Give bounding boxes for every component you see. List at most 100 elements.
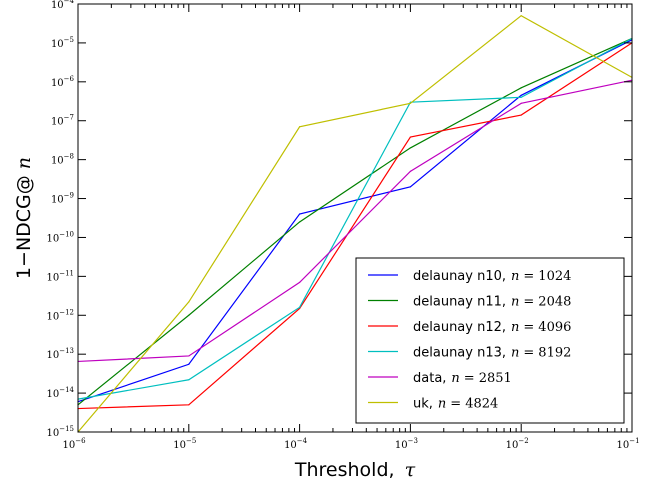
- legend-entry-n-symbol: n: [511, 346, 519, 361]
- legend-entry: delaunay n11, n = 2048: [413, 295, 571, 310]
- series-5-point: [520, 102, 522, 104]
- series-2-point: [188, 314, 190, 316]
- series-2-point: [409, 147, 411, 149]
- legend-entry-name: delaunay n13,: [413, 346, 506, 361]
- legend-entry-equals: =: [523, 320, 534, 335]
- y-tick-label-exp: −9: [64, 192, 74, 200]
- y-tick-label-exp: −15: [59, 425, 74, 433]
- x-tick-label-exp: −2: [518, 437, 528, 445]
- legend-entry-n-value: 1024: [538, 269, 571, 284]
- y-tick-label-exp: −10: [59, 230, 74, 238]
- y-axis-label: 1−NDCG@ n: [13, 157, 35, 279]
- legend-entry-name: delaunay n11,: [413, 295, 506, 310]
- legend-entry: delaunay n13, n = 8192: [413, 346, 571, 361]
- series-4-point: [299, 306, 301, 308]
- y-tick-label: 10−8: [51, 153, 74, 167]
- x-tick-label-base: 10: [395, 440, 408, 451]
- axes-frame: [77, 3, 633, 433]
- series-3-point: [188, 404, 190, 406]
- legend-entry-equals: =: [523, 295, 534, 310]
- legend-entry: delaunay n10, n = 1024: [413, 269, 571, 284]
- y-tick-label-base: 10: [46, 233, 59, 244]
- series-1-point: [299, 213, 301, 215]
- legend-entry: data, n = 2851: [413, 371, 512, 386]
- series-6-point: [299, 126, 301, 128]
- legend-entry-name: delaunay n10,: [413, 269, 506, 284]
- series-6-point: [520, 15, 522, 17]
- x-tick-label: 10−5: [173, 437, 196, 451]
- y-tick-label: 10−11: [46, 269, 74, 283]
- x-tick-label-base: 10: [506, 440, 519, 451]
- legend-entry-n-symbol: n: [511, 320, 519, 335]
- legend-entry-equals: =: [523, 269, 534, 284]
- x-tick-label-exp: −1: [629, 437, 639, 445]
- y-tick-label-base: 10: [46, 428, 59, 439]
- series-layer: [77, 14, 633, 433]
- x-tick-label-exp: −4: [297, 437, 308, 445]
- y-tick-label: 10−4: [51, 0, 75, 11]
- y-tick-label-base: 10: [51, 78, 64, 89]
- x-tick-label: 10−1: [616, 437, 639, 451]
- y-tick-label-exp: −6: [64, 75, 75, 83]
- y-tick-label-exp: −12: [59, 308, 74, 316]
- x-tick-label-exp: −6: [75, 437, 86, 445]
- x-tick-label-base: 10: [616, 440, 629, 451]
- legend-entry: delaunay n12, n = 4096: [413, 320, 571, 335]
- y-tick-label-base: 10: [46, 389, 59, 400]
- x-tick-label-exp: −3: [408, 437, 418, 445]
- y-tick-label: 10−14: [46, 386, 74, 400]
- x-tick-label-base: 10: [62, 440, 75, 451]
- series-line-1: [77, 39, 633, 403]
- y-tick-label-base: 10: [51, 156, 64, 167]
- series-1-point: [409, 186, 411, 188]
- series-6-point: [409, 102, 411, 104]
- series-6-point: [188, 301, 190, 303]
- legend-entry-n-symbol: n: [451, 371, 459, 386]
- legend-entry-n-value: 2851: [479, 371, 512, 386]
- y-tick-label: 10−10: [46, 230, 74, 244]
- y-tick-label-base: 10: [51, 0, 64, 11]
- y-axis-label-symbol: n: [13, 157, 35, 169]
- x-axis-ticks: 10−6 10−5 10−4 10−3 10−2 10−1: [62, 4, 640, 451]
- x-tick-label: 10−3: [395, 437, 418, 451]
- y-tick-label-base: 10: [51, 195, 64, 206]
- series-line-5: [77, 79, 633, 363]
- y-tick-label-exp: −13: [59, 347, 74, 355]
- series-5-point: [299, 281, 301, 283]
- y-tick-label: 10−5: [51, 36, 74, 50]
- legend-entry-equals: =: [523, 346, 534, 361]
- series-5-point: [409, 170, 411, 172]
- y-tick-label-base: 10: [46, 272, 59, 283]
- x-tick-label-base: 10: [173, 440, 186, 451]
- y-tick-label-exp: −5: [64, 36, 74, 44]
- y-tick-label: 10−9: [51, 192, 74, 206]
- x-tick-label: 10−4: [284, 437, 308, 451]
- y-tick-label-exp: −8: [64, 153, 74, 161]
- legend-entry-n-symbol: n: [511, 295, 519, 310]
- series-line-6: [77, 14, 633, 433]
- x-axis-label-symbol: τ: [405, 459, 416, 481]
- series-line-3: [77, 42, 633, 410]
- legend-entry-n-value: 2048: [538, 295, 571, 310]
- y-tick-label-exp: −14: [59, 386, 74, 394]
- series-4-point: [188, 379, 190, 381]
- legend-entry: uk, n = 4824: [413, 397, 498, 412]
- x-tick-label-base: 10: [284, 440, 297, 451]
- y-tick-label: 10−12: [46, 308, 74, 322]
- series-1-point: [520, 94, 522, 96]
- y-tick-label: 10−15: [46, 425, 74, 439]
- legend-entry-n-symbol: n: [438, 397, 446, 412]
- y-tick-label-base: 10: [46, 350, 59, 361]
- series-line-4: [77, 37, 633, 400]
- y-tick-label: 10−7: [51, 114, 74, 128]
- series-4-point: [520, 96, 522, 98]
- legend-entry-name: data,: [413, 371, 446, 386]
- series-2-point: [299, 221, 301, 223]
- y-tick-label-exp: −7: [64, 114, 74, 122]
- x-axis-label-text: Threshold,: [294, 459, 395, 481]
- legend-entry-name: uk,: [413, 397, 433, 412]
- series-3-point: [409, 136, 411, 138]
- y-tick-label-exp: −4: [64, 0, 75, 5]
